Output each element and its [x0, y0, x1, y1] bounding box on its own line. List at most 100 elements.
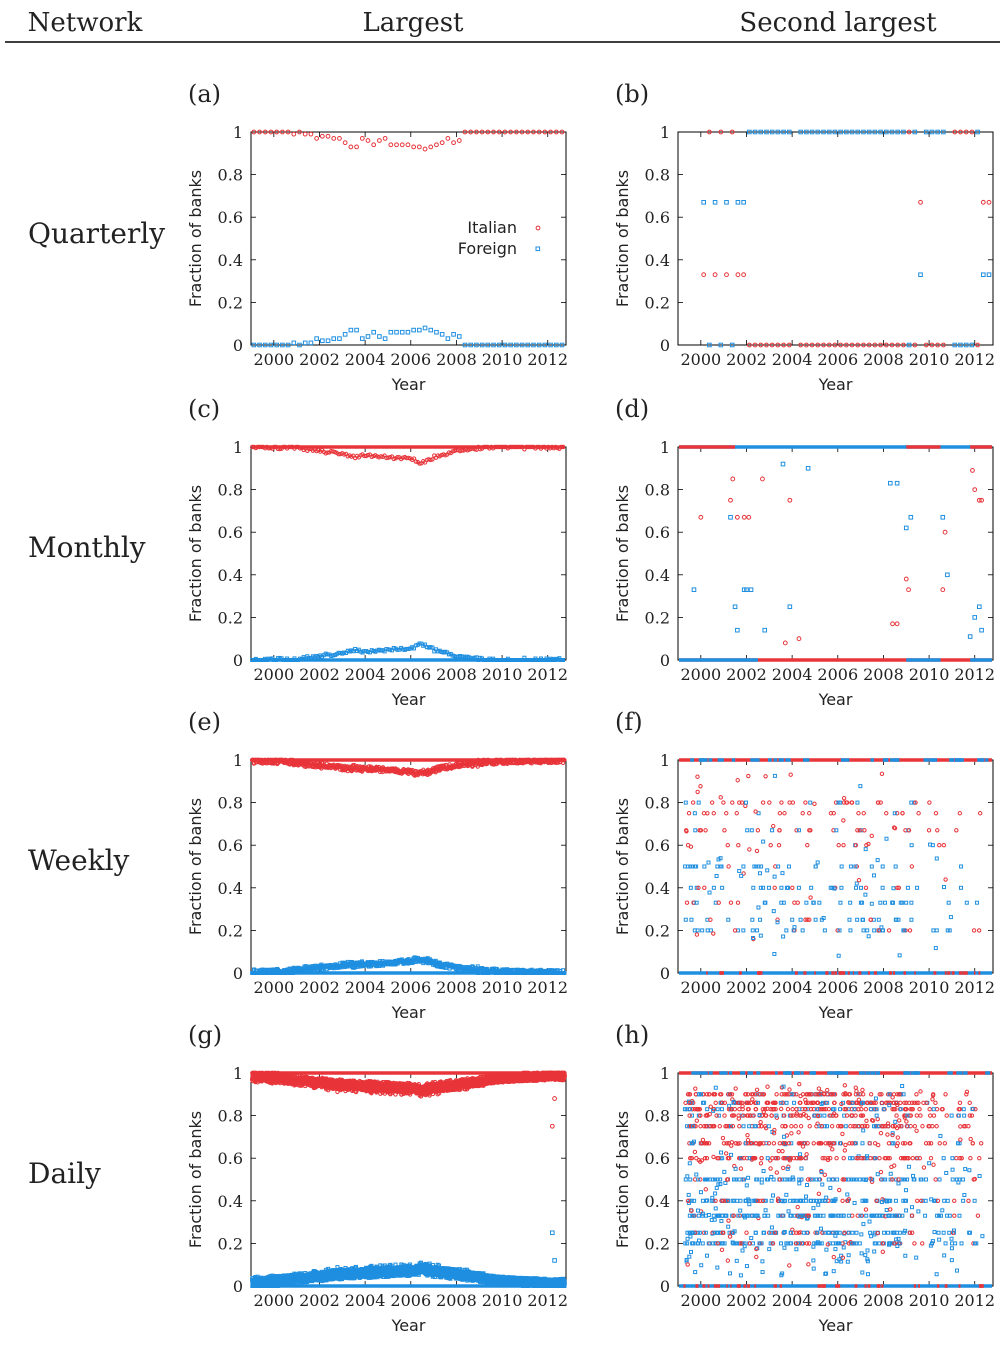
- point-foreign: [695, 901, 698, 904]
- y-tick-label: 0.4: [645, 566, 670, 585]
- x-tick-label: 2012: [527, 665, 568, 684]
- point-italian: [934, 812, 937, 815]
- point-italian: [777, 844, 780, 847]
- legend-label-italian: Italian: [467, 218, 517, 237]
- point-foreign: [751, 929, 754, 932]
- point-foreign: [742, 865, 745, 868]
- point-foreign: [412, 328, 416, 332]
- panel-letter: (c): [188, 395, 220, 423]
- point-foreign: [855, 882, 858, 885]
- point-italian: [941, 588, 945, 592]
- point-foreign: [781, 462, 785, 466]
- y-tick-label: 0.8: [218, 166, 243, 185]
- point-foreign: [898, 954, 901, 957]
- point-italian: [887, 929, 890, 932]
- x-tick-label: 2004: [772, 978, 813, 997]
- point-foreign: [703, 865, 706, 868]
- x-tick-label: 2004: [345, 978, 386, 997]
- point-foreign: [791, 918, 794, 921]
- point-italian: [973, 488, 977, 492]
- point-foreign: [864, 893, 867, 896]
- y-tick-label: 0.4: [218, 1192, 243, 1211]
- point-italian: [452, 141, 456, 145]
- point-italian: [360, 136, 364, 140]
- point-italian: [735, 812, 738, 815]
- point-foreign: [809, 801, 812, 804]
- point-foreign: [429, 328, 433, 332]
- point-italian: [735, 515, 739, 519]
- point-foreign: [782, 935, 785, 938]
- point-foreign: [816, 861, 819, 864]
- point-italian: [780, 801, 783, 804]
- y-tick-label: 0: [233, 964, 243, 983]
- point-foreign: [706, 929, 709, 932]
- point-foreign: [733, 605, 737, 609]
- point-foreign: [757, 906, 760, 909]
- data-points: [679, 760, 992, 973]
- point-foreign: [715, 874, 718, 877]
- point-italian: [744, 804, 747, 807]
- point-foreign: [879, 901, 882, 904]
- point-italian: [747, 774, 750, 777]
- x-tick-label: 2012: [954, 978, 995, 997]
- x-axis-label: Year: [391, 1003, 426, 1022]
- point-foreign: [856, 918, 859, 921]
- x-tick-label: 2012: [527, 978, 568, 997]
- point-foreign: [870, 865, 873, 868]
- point-foreign: [400, 330, 404, 334]
- point-foreign: [690, 918, 693, 921]
- point-italian: [808, 812, 811, 815]
- point-foreign: [866, 929, 869, 932]
- y-axis-label: Fraction of banks: [186, 485, 205, 622]
- point-italian: [423, 147, 427, 151]
- point-italian: [761, 801, 764, 804]
- y-tick-label: 0.6: [645, 836, 670, 855]
- point-italian: [696, 775, 699, 778]
- point-italian: [837, 844, 840, 847]
- y-tick-label: 1: [660, 123, 670, 142]
- point-italian: [731, 477, 735, 481]
- point-foreign: [702, 200, 706, 204]
- x-axis-label: Year: [391, 690, 426, 709]
- panel-letter: (e): [188, 708, 221, 736]
- point-italian: [895, 622, 899, 626]
- point-foreign: [848, 918, 851, 921]
- point-italian: [742, 273, 746, 277]
- point-foreign: [812, 901, 815, 904]
- point-foreign: [862, 929, 865, 932]
- point-foreign: [837, 954, 840, 957]
- x-tick-label: 2006: [390, 978, 431, 997]
- point-foreign: [968, 635, 972, 639]
- point-foreign: [910, 801, 913, 804]
- point-italian: [725, 812, 728, 815]
- point-italian: [772, 824, 775, 827]
- point-italian: [944, 878, 947, 881]
- point-foreign: [773, 953, 776, 956]
- x-tick-label: 2002: [299, 1291, 340, 1310]
- x-tick-label: 2008: [863, 665, 904, 684]
- row-label-quarterly: Quarterly: [28, 217, 165, 250]
- point-foreign: [727, 918, 730, 921]
- point-italian: [731, 801, 734, 804]
- point-foreign: [781, 872, 784, 875]
- point-italian: [292, 132, 296, 136]
- point-italian: [768, 801, 771, 804]
- point-foreign: [372, 330, 376, 334]
- point-foreign: [750, 829, 753, 832]
- y-tick-label: 0.2: [645, 293, 670, 312]
- point-italian: [691, 801, 694, 804]
- point-foreign: [978, 605, 982, 609]
- point-foreign: [780, 901, 783, 904]
- data-points: [250, 445, 565, 661]
- y-tick-label: 0: [233, 336, 243, 355]
- point-italian: [372, 143, 376, 147]
- y-axis-label: Fraction of banks: [186, 1111, 205, 1248]
- point-italian: [726, 844, 729, 847]
- point-foreign: [684, 801, 687, 804]
- point-italian: [891, 622, 895, 626]
- point-foreign: [873, 929, 876, 932]
- point-foreign: [752, 886, 755, 889]
- x-tick-label: 2008: [863, 978, 904, 997]
- point-foreign: [776, 921, 779, 924]
- plot-frame: [251, 760, 566, 973]
